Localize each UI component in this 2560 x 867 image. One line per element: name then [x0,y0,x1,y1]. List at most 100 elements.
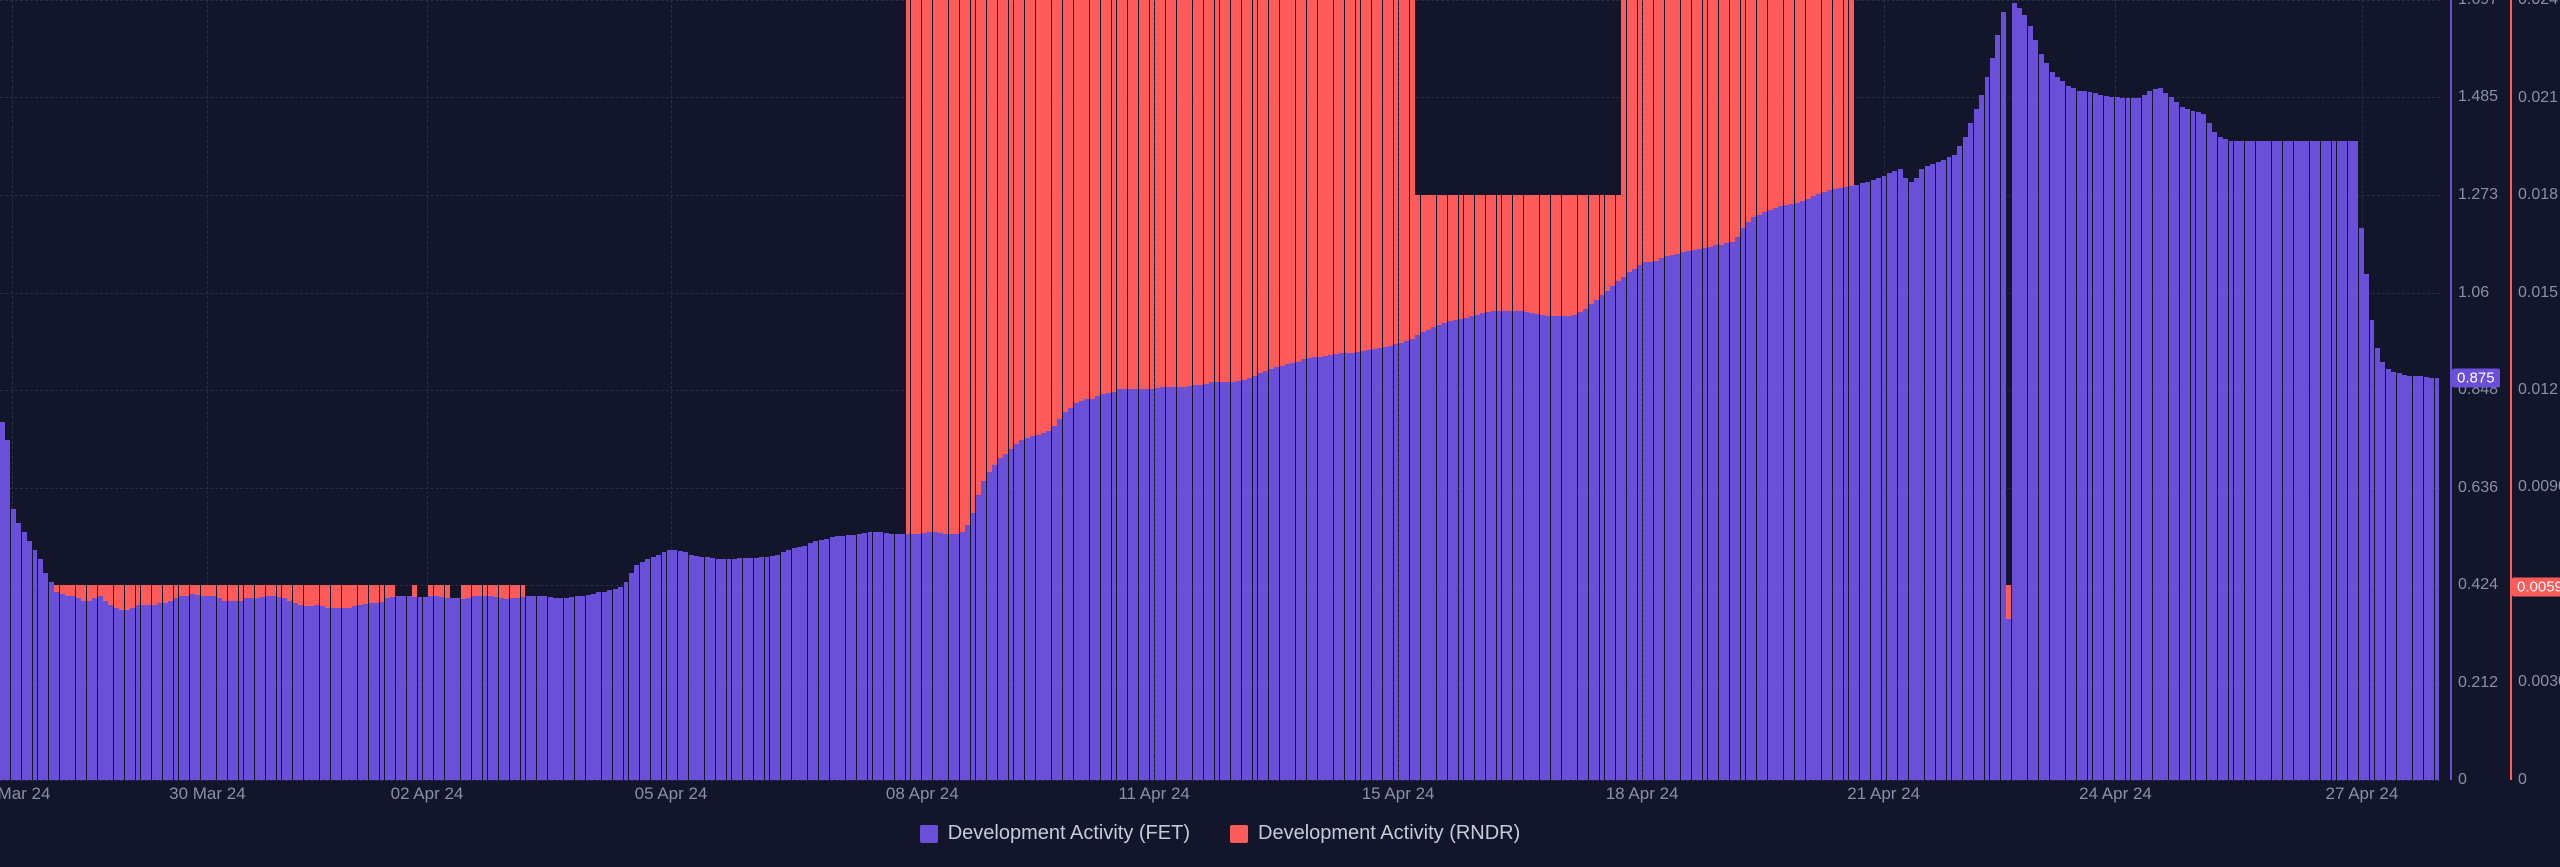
bar-fet [2012,3,2017,780]
bar-fet [2261,141,2266,780]
bar-fet [2001,12,2006,780]
bar-fet [2158,88,2163,780]
bar-fet [634,565,639,780]
bar-fet [949,534,954,780]
bar-fet [499,598,504,780]
bar-fet [260,597,265,780]
bar-fet [130,608,135,780]
bar-fet [483,596,488,780]
bar-fet [363,604,368,780]
plot-area[interactable] [0,0,2440,780]
bar-fet [569,597,574,780]
bar-fet [466,598,471,780]
bar-fet [1627,272,1632,780]
bar-fet [163,603,168,780]
bar-fet [1063,412,1068,780]
bar-fet [683,552,688,780]
bar-fet [488,596,493,780]
bar-fet [1665,256,1670,780]
x-tick-label: 21 Apr 24 [1847,784,1920,804]
bar-fet [775,555,780,780]
bar-fet [531,596,536,780]
bar-fet [1957,146,1962,780]
bar-fet [1388,346,1393,780]
bar-fet [239,601,244,780]
bar-fet [1534,314,1539,780]
bar-fet [49,582,54,780]
bar-fet [2218,137,2223,780]
bar-fet [325,608,330,780]
bar-fet [1242,380,1247,780]
bar-fet [840,536,845,780]
bar-fet [591,594,596,780]
bar-fet [981,481,986,780]
bar-fet [737,558,742,780]
legend-item-rndr[interactable]: Development Activity (RNDR) [1230,822,1520,845]
bar-fet [2022,15,2027,780]
bar-fet [813,541,818,780]
bar-fet [1518,311,1523,780]
bar-fet [878,532,883,780]
bar-fet [1009,449,1014,780]
bar-fet [1686,251,1691,780]
bar-fet [2266,141,2271,780]
bar-fet [1404,341,1409,780]
bar-fet [1903,178,1908,780]
bar-fet [1334,354,1339,780]
bar-fet [1583,309,1588,780]
bar-fet [22,532,27,780]
bar-fet [873,532,878,780]
y-tick-label: 0.003006 [2518,673,2560,691]
bar-fet [553,598,558,780]
bar-fet [1421,332,1426,780]
bar-fet [1057,419,1062,780]
x-tick-label: 24 Apr 24 [2079,784,2152,804]
bar-fet [2169,97,2174,780]
bar-fet [922,533,927,780]
bar-fet [255,598,260,780]
bar-fet [1659,258,1664,780]
y-axis-fet-line [2450,0,2452,780]
bar-fet [2142,95,2147,780]
bar-fet [428,596,433,780]
bar-fet [43,573,48,780]
x-tick-label: 08 Apr 24 [886,784,959,804]
bar-fet [2239,141,2244,780]
bar-fet [1589,304,1594,780]
legend-swatch-fet [920,825,938,843]
bar-fet [2321,141,2326,780]
bar-fet [1328,355,1333,780]
bar-fet [1437,325,1442,780]
bar-fet [1719,245,1724,780]
bar-fet [0,422,5,781]
bar-fet [1654,261,1659,780]
bar-fet [1448,321,1453,780]
bar-fet [1215,382,1220,780]
bar-fet [575,596,580,780]
y-tick-label: 0 [2518,771,2527,789]
legend-item-fet[interactable]: Development Activity (FET) [920,822,1190,845]
x-tick-label: 11 Apr 24 [1118,784,1190,804]
bar-fet [103,601,108,780]
bar-fet [1974,109,1979,780]
bar-fet [1014,444,1019,780]
bar-fet [1150,389,1155,780]
bar-fet [1773,208,1778,780]
bar-fet [60,594,65,780]
bar-fet [2060,81,2065,780]
y-tick-label: 1.697 [2458,0,2498,9]
bar-fet [618,587,623,780]
bar-fet [1350,353,1355,780]
bar-fet [119,610,124,780]
bar-fet [1741,228,1746,780]
bar-fet [2245,141,2250,780]
bar-fet [797,547,802,780]
y-tick-label: 0.018 [2518,186,2558,204]
bar-fet [70,596,75,780]
bar-fet [2163,93,2168,780]
bar-fet [1562,316,1567,780]
bar-fet [2277,141,2282,780]
bar-fet [108,605,113,780]
bar-fet [2028,26,2033,780]
bar-fet [2201,114,2206,780]
